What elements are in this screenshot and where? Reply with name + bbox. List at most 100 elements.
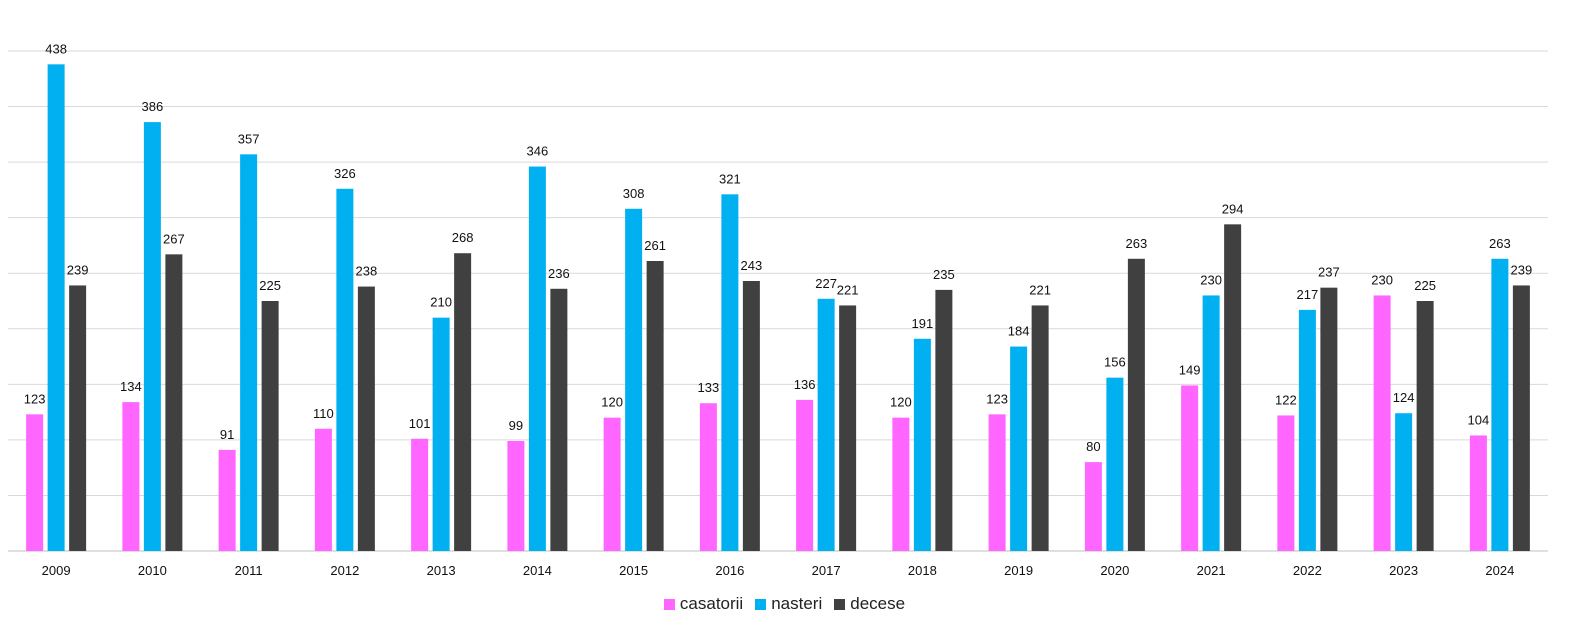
bar-decese-2013 (454, 253, 472, 551)
data-label-casatorii-2024: 104 (1468, 412, 1490, 427)
data-label-nasteri-2016: 321 (719, 171, 741, 186)
data-label-casatorii-2023: 230 (1371, 272, 1393, 287)
data-label-decese-2021: 294 (1222, 201, 1244, 216)
bar-nasteri-2013 (432, 317, 450, 551)
data-labels: 123 438 239 134 386 267 91 357 225 110 326 238 101 21… (24, 41, 1532, 454)
bar-casatorii-2017 (796, 399, 814, 551)
bar-nasteri-2022 (1298, 309, 1316, 551)
x-tick-label-2011: 2011 (235, 563, 263, 578)
bar-decese-2012 (357, 286, 375, 551)
bar-decese-2021 (1224, 224, 1242, 552)
data-label-decese-2019: 221 (1029, 282, 1051, 297)
data-label-decese-2022: 237 (1318, 265, 1340, 280)
data-label-decese-2015: 261 (644, 238, 666, 253)
data-label-casatorii-2013: 101 (409, 416, 431, 431)
data-label-decese-2014: 236 (548, 266, 570, 281)
data-label-nasteri-2020: 156 (1104, 355, 1126, 370)
data-label-nasteri-2017: 227 (815, 276, 837, 291)
data-label-casatorii-2014: 99 (509, 418, 523, 433)
bar-casatorii-2015 (603, 417, 621, 551)
data-label-decese-2013: 268 (452, 230, 474, 245)
bar-nasteri-2024 (1491, 258, 1509, 551)
x-tick-label-2010: 2010 (138, 563, 167, 578)
data-label-nasteri-2010: 386 (142, 99, 164, 114)
data-label-nasteri-2011: 357 (238, 131, 260, 146)
data-label-casatorii-2022: 122 (1275, 392, 1297, 407)
data-label-decese-2020: 263 (1126, 236, 1148, 251)
x-tick-label-2014: 2014 (523, 563, 552, 578)
bar-nasteri-2011 (240, 154, 258, 552)
data-label-nasteri-2023: 124 (1393, 390, 1415, 405)
data-label-decese-2017: 221 (837, 282, 859, 297)
bar-decese-2019 (1031, 305, 1049, 551)
data-label-casatorii-2020: 80 (1086, 439, 1100, 454)
data-label-casatorii-2015: 120 (601, 395, 623, 410)
bar-casatorii-2013 (411, 438, 429, 551)
data-label-casatorii-2009: 123 (24, 391, 46, 406)
bar-decese-2015 (646, 261, 664, 551)
legend-label-decese: decese (850, 594, 906, 613)
data-label-nasteri-2013: 210 (430, 295, 452, 310)
data-label-nasteri-2018: 191 (912, 316, 934, 331)
bar-casatorii-2012 (314, 428, 332, 551)
data-label-casatorii-2012: 110 (313, 406, 334, 421)
bar-casatorii-2011 (218, 449, 236, 551)
data-label-nasteri-2022: 217 (1297, 287, 1319, 302)
legend: casatorii nasteri decese (0, 594, 1569, 614)
data-label-casatorii-2010: 134 (120, 379, 142, 394)
bars (26, 64, 1530, 552)
bar-casatorii-2016 (699, 403, 717, 551)
data-label-casatorii-2017: 136 (794, 377, 816, 392)
bar-casatorii-2018 (892, 417, 910, 551)
bar-nasteri-2009 (47, 64, 65, 551)
data-label-casatorii-2016: 133 (698, 380, 720, 395)
x-tick-label-2012: 2012 (330, 563, 359, 578)
x-tick-label-2015: 2015 (619, 563, 648, 578)
x-tick-label-2021: 2021 (1197, 563, 1226, 578)
data-label-decese-2011: 225 (259, 278, 281, 293)
bar-decese-2016 (742, 281, 760, 551)
x-tick-label-2018: 2018 (908, 563, 937, 578)
bar-nasteri-2018 (913, 338, 931, 551)
data-label-decese-2009: 239 (67, 262, 89, 277)
x-tick-label-2009: 2009 (42, 563, 71, 578)
bar-decese-2020 (1127, 258, 1145, 551)
bar-nasteri-2010 (143, 122, 161, 551)
x-tick-label-2019: 2019 (1004, 563, 1033, 578)
bar-casatorii-2024 (1469, 435, 1487, 551)
legend-swatch-nasteri (755, 598, 767, 610)
legend-label-casatorii: casatorii (679, 594, 744, 613)
bar-casatorii-2022 (1277, 415, 1295, 551)
data-label-decese-2018: 235 (933, 267, 955, 282)
legend-item-nasteri: nasteri (755, 594, 822, 614)
bar-casatorii-2020 (1084, 462, 1102, 551)
bar-decese-2011 (261, 301, 279, 551)
data-label-casatorii-2019: 123 (986, 391, 1008, 406)
legend-swatch-casatorii (663, 598, 675, 610)
bar-decese-2022 (1320, 287, 1338, 551)
bar-decese-2017 (839, 305, 857, 551)
x-tick-label-2020: 2020 (1100, 563, 1129, 578)
data-label-casatorii-2011: 91 (220, 427, 234, 442)
bar-decese-2023 (1416, 301, 1434, 551)
data-label-nasteri-2015: 308 (623, 186, 645, 201)
data-label-casatorii-2021: 149 (1179, 362, 1201, 377)
data-label-nasteri-2009: 438 (45, 41, 67, 56)
data-label-nasteri-2012: 326 (334, 166, 356, 181)
x-tick-label-2024: 2024 (1485, 563, 1514, 578)
bar-decese-2010 (165, 254, 183, 552)
bar-nasteri-2014 (528, 166, 546, 552)
legend-item-casatorii: casatorii (663, 594, 744, 614)
legend-item-decese: decese (834, 594, 905, 614)
bar-decese-2014 (550, 288, 568, 551)
x-tick-label-2023: 2023 (1389, 563, 1418, 578)
bar-nasteri-2015 (625, 208, 643, 551)
bar-casatorii-2019 (988, 414, 1006, 551)
data-label-nasteri-2014: 346 (527, 144, 549, 159)
bar-nasteri-2021 (1202, 295, 1220, 551)
bar-decese-2009 (69, 285, 87, 551)
bar-casatorii-2023 (1373, 295, 1391, 551)
data-label-nasteri-2024: 263 (1489, 236, 1511, 251)
bar-chart-svg: 123 438 239 134 386 267 91 357 225 110 326 238 101 21… (8, 41, 1548, 578)
bar-nasteri-2017 (817, 298, 835, 551)
